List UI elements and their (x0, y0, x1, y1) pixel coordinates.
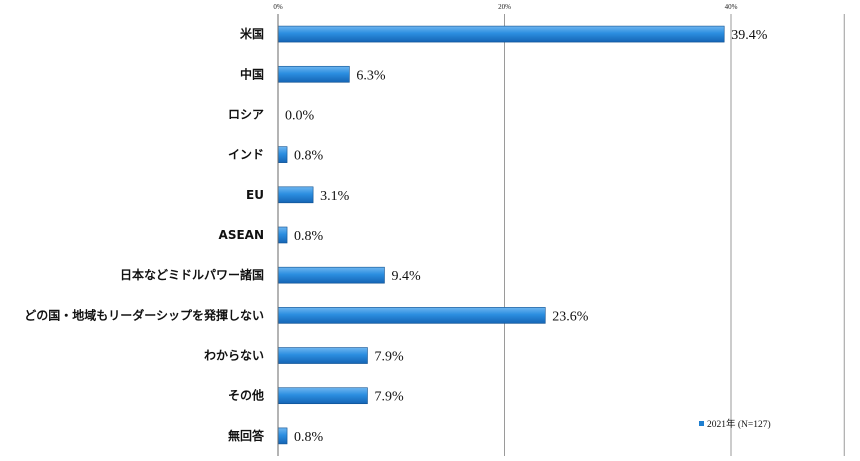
data-label: 7.9% (374, 350, 404, 365)
x-tick-label: 0% (273, 3, 283, 11)
bars (277, 25, 725, 445)
data-label: 23.6% (552, 309, 589, 324)
category-label: EU (246, 188, 264, 202)
bar (277, 266, 385, 284)
category-label: 日本などミドルパワー諸国 (120, 267, 264, 282)
x-tick-label: 40% (725, 3, 738, 11)
category-label: インド (228, 148, 264, 162)
data-label: 3.1% (320, 189, 350, 204)
bar (277, 427, 288, 445)
data-label: 7.9% (374, 390, 404, 405)
x-axis-ticks: 0% 20% 40% (273, 3, 737, 11)
legend-label: 2021年 (N=127) (707, 418, 771, 430)
data-label: 6.3% (356, 68, 386, 83)
bar (277, 25, 725, 43)
category-label: ロシア (228, 107, 264, 121)
x-tick-label: 20% (498, 3, 511, 11)
category-label: 米国 (240, 26, 264, 41)
legend-swatch (699, 421, 704, 426)
bar (277, 347, 368, 364)
data-label: 0.8% (294, 430, 324, 445)
bar (277, 146, 288, 163)
gridlines (504, 14, 845, 456)
category-label: わからない (204, 349, 264, 363)
category-label: ASEAN (219, 228, 264, 242)
data-label: 39.4% (731, 28, 768, 43)
bar (277, 387, 368, 405)
data-labels: 39.4% 6.3% 0.0% 0.8% 3.1% 0.8% 9.4% 23.6% 7.9% 7.… (285, 28, 768, 445)
category-label: 中国 (240, 66, 264, 81)
bar (277, 226, 288, 244)
category-label: その他 (228, 388, 264, 403)
bar (277, 65, 350, 83)
data-label: 0.0% (285, 108, 315, 123)
data-label: 0.8% (294, 229, 324, 244)
bar (277, 307, 546, 324)
data-label: 0.8% (294, 149, 324, 164)
category-label: 無回答 (228, 428, 265, 443)
legend: 2021年 (N=127) (699, 418, 771, 430)
data-label: 9.4% (391, 269, 421, 284)
category-label: どの国・地域もリーダーシップを発揮しない (24, 307, 264, 322)
bar (277, 186, 314, 204)
